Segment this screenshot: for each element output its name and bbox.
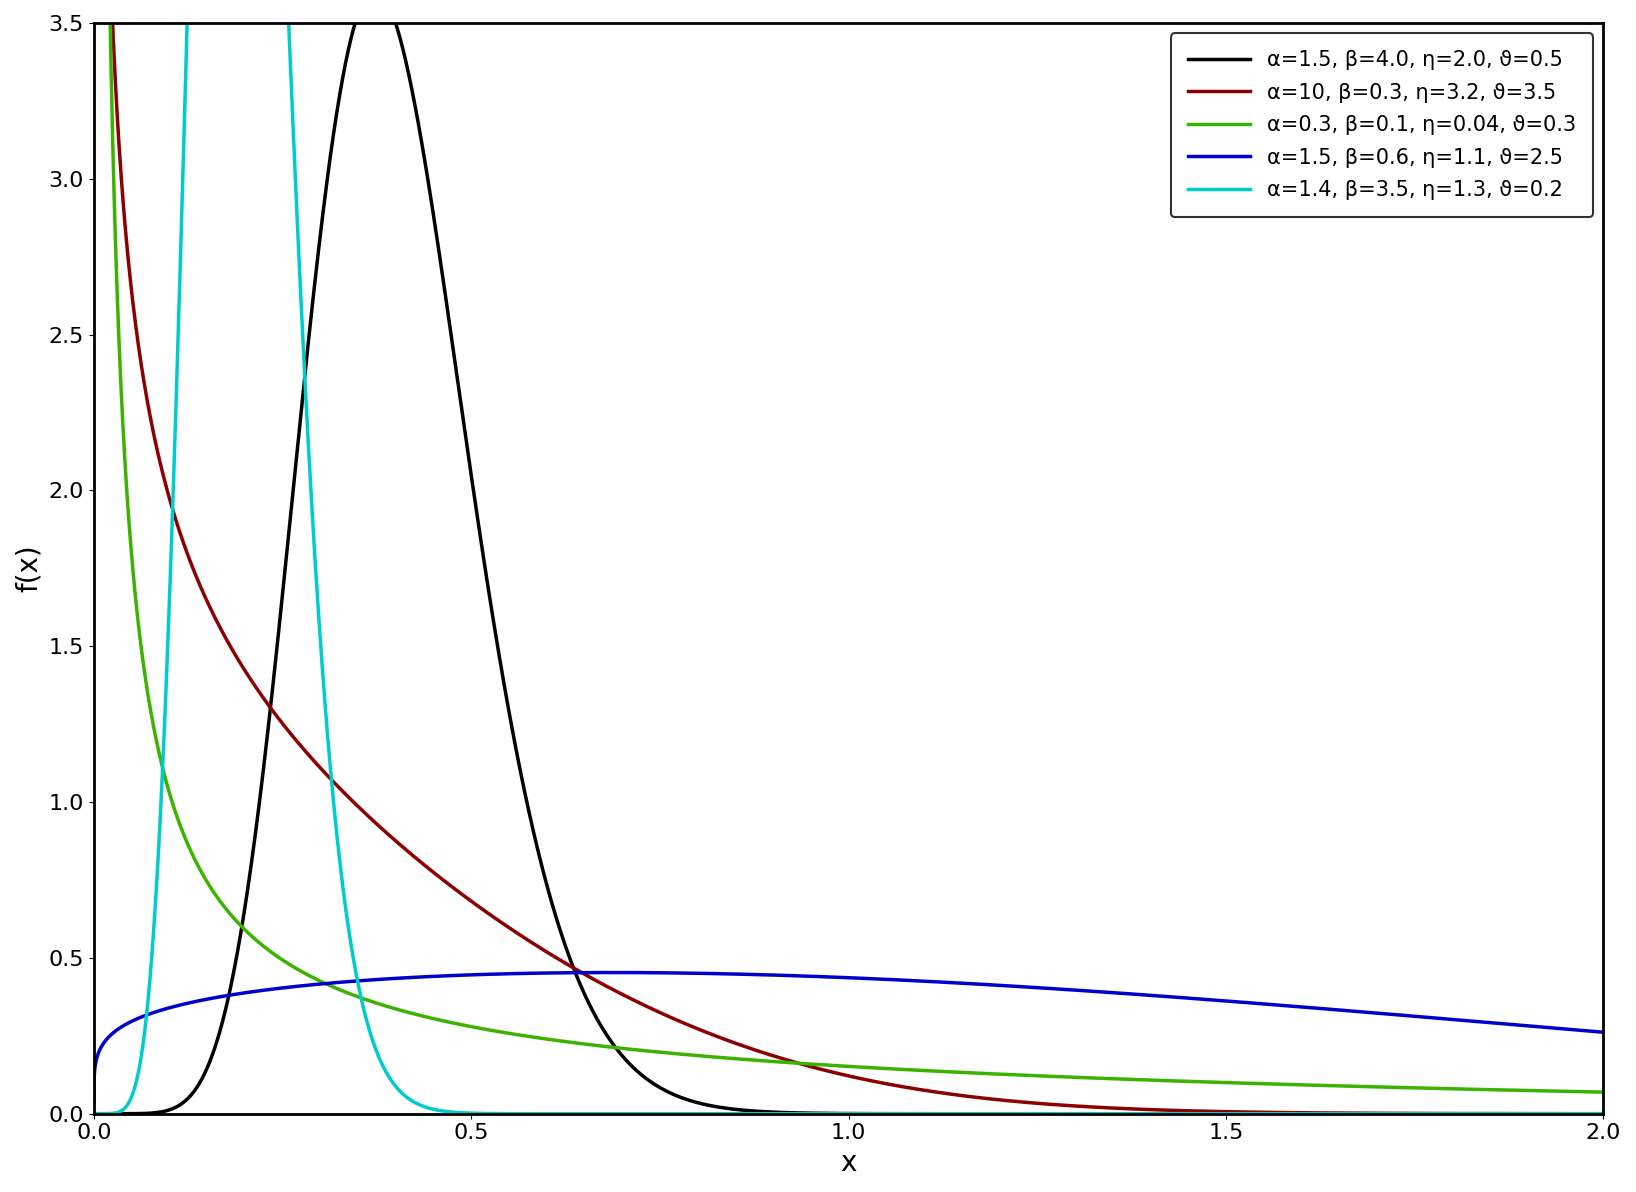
α=1.5, β=4.0, η=2.0, ϑ=0.5 xyxy=(1593,1106,1613,1120)
α=1.5, β=4.0, η=2.0, ϑ=0.5 xyxy=(1067,1106,1086,1120)
Line: α=0.3, β=0.1, η=0.04, ϑ=0.3: α=0.3, β=0.1, η=0.04, ϑ=0.3 xyxy=(93,0,1603,1092)
α=10, β=0.3, η=3.2, ϑ=3.5 xyxy=(1593,1106,1613,1120)
α=1.5, β=0.6, η=1.1, ϑ=2.5 xyxy=(1593,1025,1613,1039)
α=1.5, β=4.0, η=2.0, ϑ=0.5 xyxy=(83,1106,103,1120)
Line: α=10, β=0.3, η=3.2, ϑ=3.5: α=10, β=0.3, η=3.2, ϑ=3.5 xyxy=(93,0,1603,1113)
α=1.4, β=3.5, η=1.3, ϑ=0.2 xyxy=(1211,1106,1230,1120)
α=1.5, β=4.0, η=2.0, ϑ=0.5 xyxy=(661,1086,681,1100)
α=1.4, β=3.5, η=1.3, ϑ=0.2 xyxy=(990,1106,1009,1120)
α=1.5, β=0.6, η=1.1, ϑ=2.5 xyxy=(1067,983,1086,998)
Line: α=1.4, β=3.5, η=1.3, ϑ=0.2: α=1.4, β=3.5, η=1.3, ϑ=0.2 xyxy=(93,0,1603,1113)
α=1.5, β=0.6, η=1.1, ϑ=2.5 xyxy=(602,966,622,980)
α=10, β=0.3, η=3.2, ϑ=3.5 xyxy=(990,1093,1009,1107)
α=0.3, β=0.1, η=0.04, ϑ=0.3 xyxy=(358,993,378,1007)
α=0.3, β=0.1, η=0.04, ϑ=0.3 xyxy=(1593,1085,1613,1099)
α=1.4, β=3.5, η=1.3, ϑ=0.2 xyxy=(1593,1106,1613,1120)
α=10, β=0.3, η=3.2, ϑ=3.5 xyxy=(661,1010,681,1024)
α=1.5, β=0.6, η=1.1, ϑ=2.5 xyxy=(990,979,1009,993)
α=0.3, β=0.1, η=0.04, ϑ=0.3 xyxy=(1325,1079,1345,1093)
α=0.3, β=0.1, η=0.04, ϑ=0.3 xyxy=(1211,1075,1230,1089)
α=1.5, β=0.6, η=1.1, ϑ=2.5 xyxy=(661,966,681,980)
Line: α=1.5, β=4.0, η=2.0, ϑ=0.5: α=1.5, β=4.0, η=2.0, ϑ=0.5 xyxy=(93,0,1603,1113)
α=10, β=0.3, η=3.2, ϑ=3.5 xyxy=(358,808,378,822)
α=1.4, β=3.5, η=1.3, ϑ=0.2 xyxy=(83,1106,103,1120)
α=10, β=0.3, η=3.2, ϑ=3.5 xyxy=(1325,1106,1345,1120)
α=0.3, β=0.1, η=0.04, ϑ=0.3 xyxy=(990,1067,1009,1081)
α=1.5, β=4.0, η=2.0, ϑ=0.5 xyxy=(990,1106,1009,1120)
Y-axis label: f(x): f(x) xyxy=(15,545,43,592)
Legend: α=1.5, β=4.0, η=2.0, ϑ=0.5, α=10, β=0.3, η=3.2, ϑ=3.5, α=0.3, β=0.1, η=0.04, ϑ=0: α=1.5, β=4.0, η=2.0, ϑ=0.5, α=10, β=0.3,… xyxy=(1171,33,1593,217)
α=1.4, β=3.5, η=1.3, ϑ=0.2 xyxy=(1067,1106,1086,1120)
α=1.5, β=0.6, η=1.1, ϑ=2.5 xyxy=(83,1095,103,1110)
α=1.5, β=4.0, η=2.0, ϑ=0.5 xyxy=(1211,1106,1230,1120)
α=1.5, β=0.6, η=1.1, ϑ=2.5 xyxy=(1325,1002,1345,1017)
Line: α=1.5, β=0.6, η=1.1, ϑ=2.5: α=1.5, β=0.6, η=1.1, ϑ=2.5 xyxy=(93,973,1603,1103)
X-axis label: x: x xyxy=(841,1149,857,1177)
α=1.5, β=4.0, η=2.0, ϑ=0.5 xyxy=(1325,1106,1345,1120)
α=1.4, β=3.5, η=1.3, ϑ=0.2 xyxy=(661,1106,681,1120)
α=1.5, β=0.6, η=1.1, ϑ=2.5 xyxy=(358,973,378,987)
α=0.3, β=0.1, η=0.04, ϑ=0.3 xyxy=(1065,1070,1085,1085)
α=1.4, β=3.5, η=1.3, ϑ=0.2 xyxy=(1325,1106,1345,1120)
α=10, β=0.3, η=3.2, ϑ=3.5 xyxy=(1211,1105,1230,1119)
α=0.3, β=0.1, η=0.04, ϑ=0.3 xyxy=(661,1047,681,1061)
α=1.4, β=3.5, η=1.3, ϑ=0.2 xyxy=(358,1019,378,1033)
α=10, β=0.3, η=3.2, ϑ=3.5 xyxy=(1065,1099,1085,1113)
α=1.5, β=0.6, η=1.1, ϑ=2.5 xyxy=(1211,993,1230,1007)
